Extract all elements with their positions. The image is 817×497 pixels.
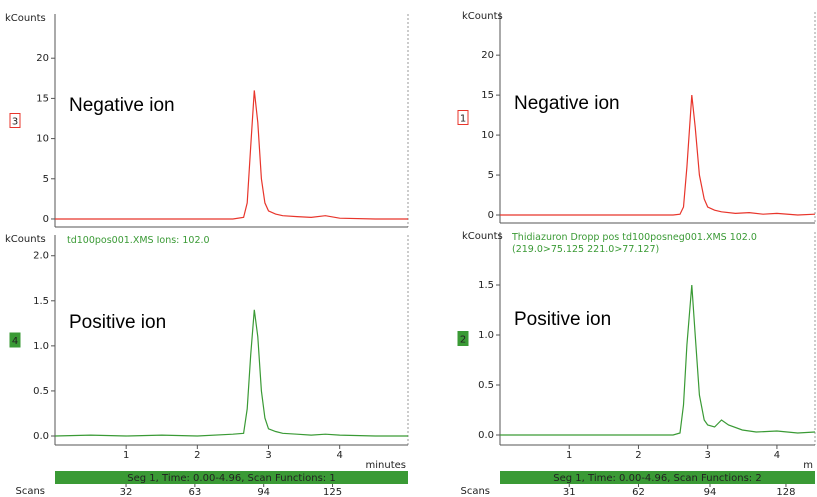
trace-label-box (457, 331, 469, 346)
x-axis-label: m (803, 460, 813, 471)
trace-label-box (9, 113, 21, 128)
y-tick-label: 5 (43, 174, 49, 185)
scan-tick-label: 125 (323, 487, 342, 497)
y-axis-label: kCounts (462, 231, 503, 242)
y-tick-label: 10 (36, 134, 49, 145)
y-tick-label: 0.5 (478, 380, 494, 391)
trace-label: 2 (460, 335, 466, 346)
y-tick-label: 20 (481, 50, 494, 61)
x-tick-label: 4 (336, 450, 342, 461)
annotation: Negative ion (514, 93, 620, 114)
trace-label: 4 (12, 336, 18, 347)
header-box: Thidiazuron Dropp pos td100posneg001.XMS… (512, 232, 757, 255)
annotation: Positive ion (69, 312, 166, 333)
y-axis-label: kCounts (5, 234, 46, 245)
y-tick-label: 0.0 (33, 431, 49, 442)
y-tick-label: 5 (488, 170, 494, 181)
y-tick-label: 10 (481, 130, 494, 141)
y-tick-label: 20 (36, 53, 49, 64)
scan-bar (55, 471, 408, 484)
scan-tick-label: 128 (776, 487, 795, 497)
scan-tick-label: 63 (189, 487, 202, 497)
annotation: Negative ion (69, 95, 175, 116)
scan-bar-text: Seg 1, Time: 0.00-4.96, Scan Functions: … (553, 473, 761, 484)
trace-label-box (9, 332, 21, 348)
y-tick-label: 0.0 (478, 430, 494, 441)
x-tick-label: 3 (705, 450, 711, 461)
trace (54, 309, 408, 437)
trace-header: Thidiazuron Dropp pos td100posneg001.XMS… (512, 232, 757, 255)
y-axis-label: kCounts (5, 13, 46, 24)
y-tick-label: 15 (481, 90, 494, 101)
trace (55, 90, 408, 220)
y-tick-label: 1.5 (478, 280, 494, 291)
trace-label-box (457, 110, 469, 125)
scan-tick-label: 94 (257, 487, 270, 497)
x-tick-label: 1 (123, 450, 129, 461)
scan-tick-label: 62 (632, 487, 645, 497)
y-axis-label: kCounts (462, 11, 503, 22)
scan-tick-label: 31 (563, 487, 576, 497)
trace (500, 284, 816, 436)
scan-axis-label: Scans (460, 486, 490, 497)
trace-label: 1 (460, 114, 466, 125)
y-tick-label: 1.0 (478, 330, 494, 341)
x-tick-label: 2 (635, 450, 641, 461)
y-tick-label: 1.5 (33, 296, 49, 307)
y-tick-label: 15 (36, 93, 49, 104)
x-axis-label: minutes (366, 460, 406, 471)
y-tick-label: 1.0 (33, 341, 49, 352)
x-tick-label: 4 (774, 450, 780, 461)
scan-axis-label: Scans (15, 486, 45, 497)
y-tick-label: 2.0 (33, 251, 49, 262)
x-tick-label: 2 (194, 450, 200, 461)
scan-tick-label: 32 (120, 487, 133, 497)
y-tick-label: 0 (43, 214, 49, 225)
trace-label: 3 (12, 117, 18, 128)
header-box: td100pos001.XMS Ions: 102.0 (67, 235, 210, 246)
scan-bar-text: Seg 1, Time: 0.00-4.96, Scan Functions: … (127, 473, 335, 484)
scan-bar (500, 471, 815, 484)
y-tick-label: 0 (488, 210, 494, 221)
x-tick-label: 1 (566, 450, 572, 461)
trace-header: td100pos001.XMS Ions: 102.0 (67, 235, 210, 246)
x-tick-label: 3 (265, 450, 271, 461)
trace (500, 95, 816, 216)
annotation: Positive ion (514, 309, 611, 330)
y-tick-label: 0.5 (33, 386, 49, 397)
scan-tick-label: 94 (704, 487, 717, 497)
